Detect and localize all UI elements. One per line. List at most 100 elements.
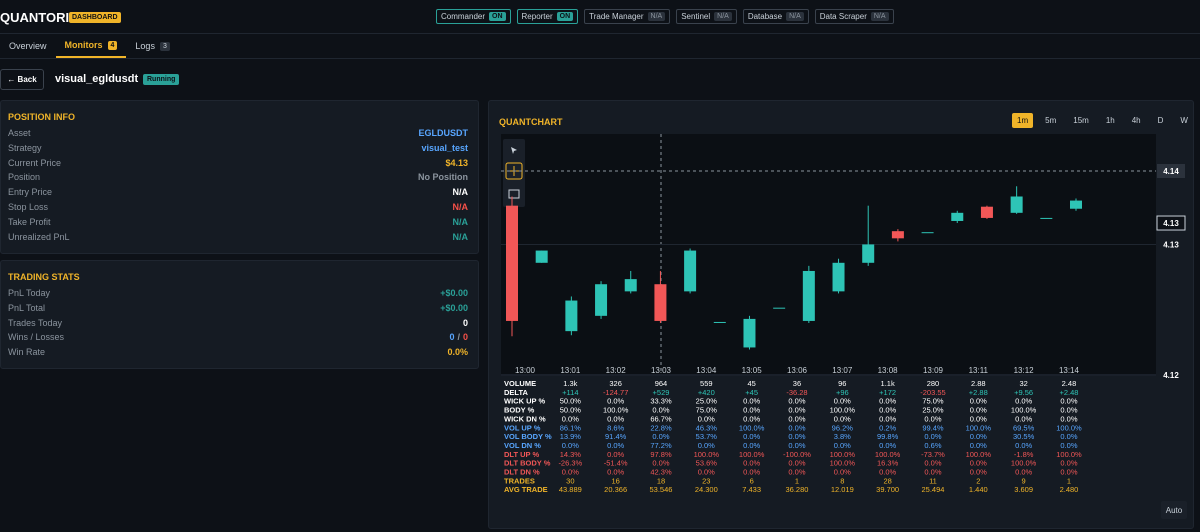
- timeframes: 1m 5m 15m 1h 4h D W: [1012, 113, 1193, 128]
- timeframe[interactable]: 4h: [1131, 116, 1141, 125]
- table-cell: 66.7%: [650, 414, 672, 423]
- table-cell: 25.494: [921, 485, 944, 494]
- candle-body: [1040, 217, 1053, 219]
- table-cell: 0.0%: [970, 432, 987, 441]
- table-cell: 0.0%: [924, 468, 941, 477]
- table-row-label: TRADES: [504, 476, 535, 485]
- row-label: Current Price: [8, 157, 62, 168]
- service-status: N/A: [786, 12, 804, 21]
- last-price-label: 4.13: [1163, 219, 1179, 228]
- service-pill[interactable]: Database N/A: [742, 9, 809, 24]
- row-value: 0.0%: [447, 347, 468, 358]
- row-label: Wins / Losses: [8, 332, 65, 343]
- row-value: visual_test: [421, 142, 468, 153]
- losses: 0: [462, 332, 468, 343]
- row-label: Entry Price: [8, 187, 53, 198]
- tab[interactable]: Logs 3: [126, 34, 178, 58]
- table-cell: 25.0%: [696, 397, 718, 406]
- timeframe[interactable]: 5m: [1045, 116, 1057, 125]
- row-value: 0: [462, 317, 468, 328]
- service-pill[interactable]: Reporter ON: [516, 9, 579, 24]
- table-cell: -100.0%: [783, 450, 811, 459]
- timeframe[interactable]: W: [1180, 116, 1188, 125]
- row-value: N/A: [452, 231, 469, 242]
- candle-body: [743, 318, 756, 348]
- table-cell: 0.0%: [788, 406, 805, 415]
- service-pill[interactable]: Sentinel N/A: [676, 9, 737, 24]
- table-cell: +96: [836, 388, 849, 397]
- tool-pointer[interactable]: [511, 147, 517, 154]
- tab-label: Logs: [135, 41, 155, 51]
- price-label-box: [1157, 164, 1185, 178]
- chart-title: QUANTCHART: [499, 117, 563, 127]
- time-label: 13:04: [696, 366, 717, 375]
- table-cell: 0.0%: [879, 468, 896, 477]
- time-label: 13:11: [969, 366, 989, 375]
- table-cell: 100.0%: [966, 450, 992, 459]
- row-value: N/A: [452, 216, 469, 227]
- service-pill[interactable]: Trade Manager N/A: [584, 9, 671, 24]
- table-cell: 33.3%: [650, 397, 672, 406]
- table-cell: 0.0%: [879, 397, 896, 406]
- table-cell: 0.0%: [1060, 459, 1077, 468]
- info-row: Stop Loss N/A: [8, 202, 468, 212]
- table-cell: 0.0%: [1015, 441, 1032, 450]
- table-cell: 0.2%: [879, 423, 896, 432]
- stat-row: PnL Today +$0.00: [8, 288, 468, 298]
- candle-body: [713, 321, 726, 323]
- table-cell: 8: [840, 476, 844, 485]
- table-cell: 96: [838, 379, 846, 388]
- table-cell: 3.8%: [834, 432, 851, 441]
- service-pill[interactable]: Data Scraper N/A: [814, 9, 894, 24]
- service-status: ON: [489, 12, 506, 21]
- row-value: +$0.00: [440, 288, 468, 298]
- table-cell: 97.8%: [650, 450, 672, 459]
- table-cell: 559: [700, 379, 713, 388]
- table-cell: 0.0%: [698, 414, 715, 423]
- table-cell: 100.0%: [739, 450, 765, 459]
- candle-body: [802, 270, 815, 321]
- row-label: PnL Total: [8, 302, 46, 313]
- table-cell: 0.0%: [788, 423, 805, 432]
- info-row: Entry Price N/A: [8, 187, 468, 197]
- service-name: Commander: [441, 12, 486, 21]
- timeframe[interactable]: 15m: [1073, 116, 1089, 125]
- table-cell: 46.3%: [696, 423, 718, 432]
- table-cell: 100.0%: [1011, 406, 1037, 415]
- table-cell: 11: [929, 476, 937, 485]
- timeframe[interactable]: 1m: [1012, 113, 1034, 128]
- table-cell: 0.0%: [1060, 468, 1077, 477]
- table-cell: 16.3%: [877, 459, 899, 468]
- tool-table[interactable]: [508, 189, 520, 199]
- table-cell: 1: [1067, 476, 1071, 485]
- table-cell: +2.88: [969, 388, 988, 397]
- service-name: Trade Manager: [589, 12, 644, 21]
- table-row-label: AVG TRADE: [504, 485, 548, 494]
- table-cell: 0.0%: [788, 397, 805, 406]
- table-cell: 2.480: [1060, 485, 1079, 494]
- candle-body: [1070, 200, 1082, 209]
- table-cell: 50.0%: [560, 397, 582, 406]
- candle-body: [980, 206, 993, 218]
- table-row-label: VOLUME: [504, 379, 536, 388]
- table-row-label: DLT UP %: [504, 450, 539, 459]
- table-cell: 0.0%: [743, 468, 760, 477]
- table-cell: 2.88: [971, 379, 986, 388]
- table-cell: +529: [653, 388, 670, 397]
- time-label: 13:14: [1059, 366, 1080, 375]
- table-cell: 0.0%: [562, 441, 579, 450]
- tab[interactable]: Monitors 4: [55, 34, 127, 58]
- table-cell: 0.0%: [562, 468, 579, 477]
- tab[interactable]: Overview: [0, 34, 56, 58]
- row-value: 0/0: [449, 332, 468, 342]
- table-cell: +420: [698, 388, 715, 397]
- service-pill[interactable]: Commander ON: [436, 9, 511, 24]
- candle-body: [595, 284, 608, 316]
- back-button[interactable]: ← Back: [0, 69, 44, 90]
- table-cell: 0.0%: [743, 459, 760, 468]
- timeframe[interactable]: 1h: [1105, 116, 1115, 125]
- auto-button[interactable]: [1161, 501, 1187, 519]
- table-cell: 0.0%: [743, 414, 760, 423]
- timeframe[interactable]: D: [1157, 116, 1164, 125]
